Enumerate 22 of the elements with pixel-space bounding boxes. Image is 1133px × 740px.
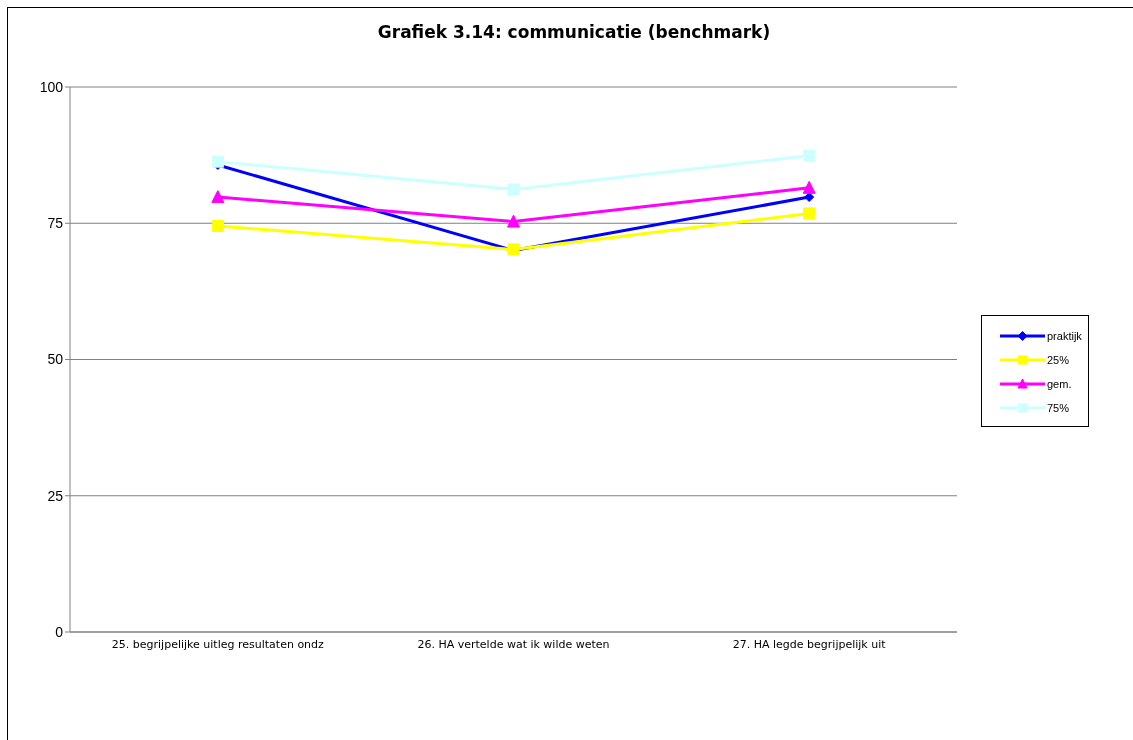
- point: [211, 219, 224, 232]
- y-tick-label: 75: [47, 215, 64, 232]
- x-tick-label: 26. HA vertelde wat ik wilde weten: [417, 637, 610, 651]
- chart-title: Grafiek 3.14: communicatie (benchmark): [376, 22, 772, 42]
- point: [211, 190, 225, 204]
- legend-label: 75%: [1047, 402, 1070, 414]
- point: [802, 180, 816, 194]
- point: [211, 155, 224, 168]
- legend-label: praktijk: [1047, 330, 1082, 342]
- y-tick-label: 25: [47, 487, 64, 504]
- point: [803, 207, 816, 220]
- x-tick-label: 27. HA legde begrijpelijk uit: [732, 637, 887, 651]
- y-tick-label: 100: [39, 78, 64, 95]
- legend-label: 25%: [1047, 354, 1070, 366]
- point: [804, 192, 815, 203]
- y-tick-label: 0: [55, 623, 64, 640]
- point: [507, 183, 520, 196]
- x-tick-label: 25. begrijpelijke uitleg resultaten ondz: [111, 637, 325, 651]
- y-tick-label: 50: [47, 351, 64, 368]
- point: [803, 149, 816, 162]
- legend-label: gem.: [1047, 378, 1072, 390]
- point: [507, 214, 520, 228]
